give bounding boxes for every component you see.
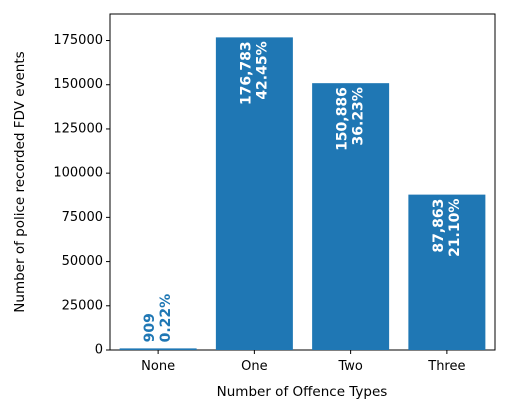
bars-group xyxy=(119,37,486,351)
bar-percent-label: 42.45% xyxy=(254,41,270,99)
y-tick-label: 0 xyxy=(95,343,103,358)
x-tick-label: None xyxy=(141,359,175,374)
bar-one xyxy=(215,37,293,350)
bar-value-label: 87,863 xyxy=(431,199,447,253)
bar-percent-label: 36.23% xyxy=(351,87,367,145)
bar-label-pair: 150,886 36.23% xyxy=(335,87,367,151)
bar-percent-label: 21.10% xyxy=(447,199,463,257)
bar-labels-group: 909 0.22% 176,783 42.45% 150,886 36.23% 87,863… xyxy=(142,41,463,342)
y-tick-label: 175000 xyxy=(53,33,103,48)
x-tick-label: Two xyxy=(337,359,362,374)
bar-percent-label: 0.22% xyxy=(158,294,174,343)
y-axis: 0 25000 50000 75000 100000 125000 150000 175000 xyxy=(53,33,110,358)
bar-value-label: 150,886 xyxy=(335,87,351,151)
y-tick-label: 25000 xyxy=(62,298,103,313)
bar-label-pair: 87,863 21.10% xyxy=(431,199,463,257)
x-axis: None One Two Three xyxy=(141,350,466,374)
x-tick-label: One xyxy=(241,359,267,374)
y-tick-label: 50000 xyxy=(62,254,103,269)
x-tick-label: Three xyxy=(427,359,465,374)
y-tick-label: 75000 xyxy=(62,210,103,225)
bar-two xyxy=(312,83,390,351)
bar-value-label: 909 xyxy=(142,313,158,342)
bar-three xyxy=(408,194,486,350)
bar-value-label: 176,783 xyxy=(238,41,254,105)
y-axis-label: Number of police recorded FDV events xyxy=(12,51,28,312)
bar-none xyxy=(119,348,197,350)
bar-label-pair: 909 0.22% xyxy=(142,294,174,343)
y-tick-label: 125000 xyxy=(53,121,103,136)
bar-label-pair: 176,783 42.45% xyxy=(238,41,270,105)
y-tick-label: 100000 xyxy=(53,166,103,181)
x-axis-label: Number of Offence Types xyxy=(217,384,388,400)
y-tick-label: 150000 xyxy=(53,77,103,92)
